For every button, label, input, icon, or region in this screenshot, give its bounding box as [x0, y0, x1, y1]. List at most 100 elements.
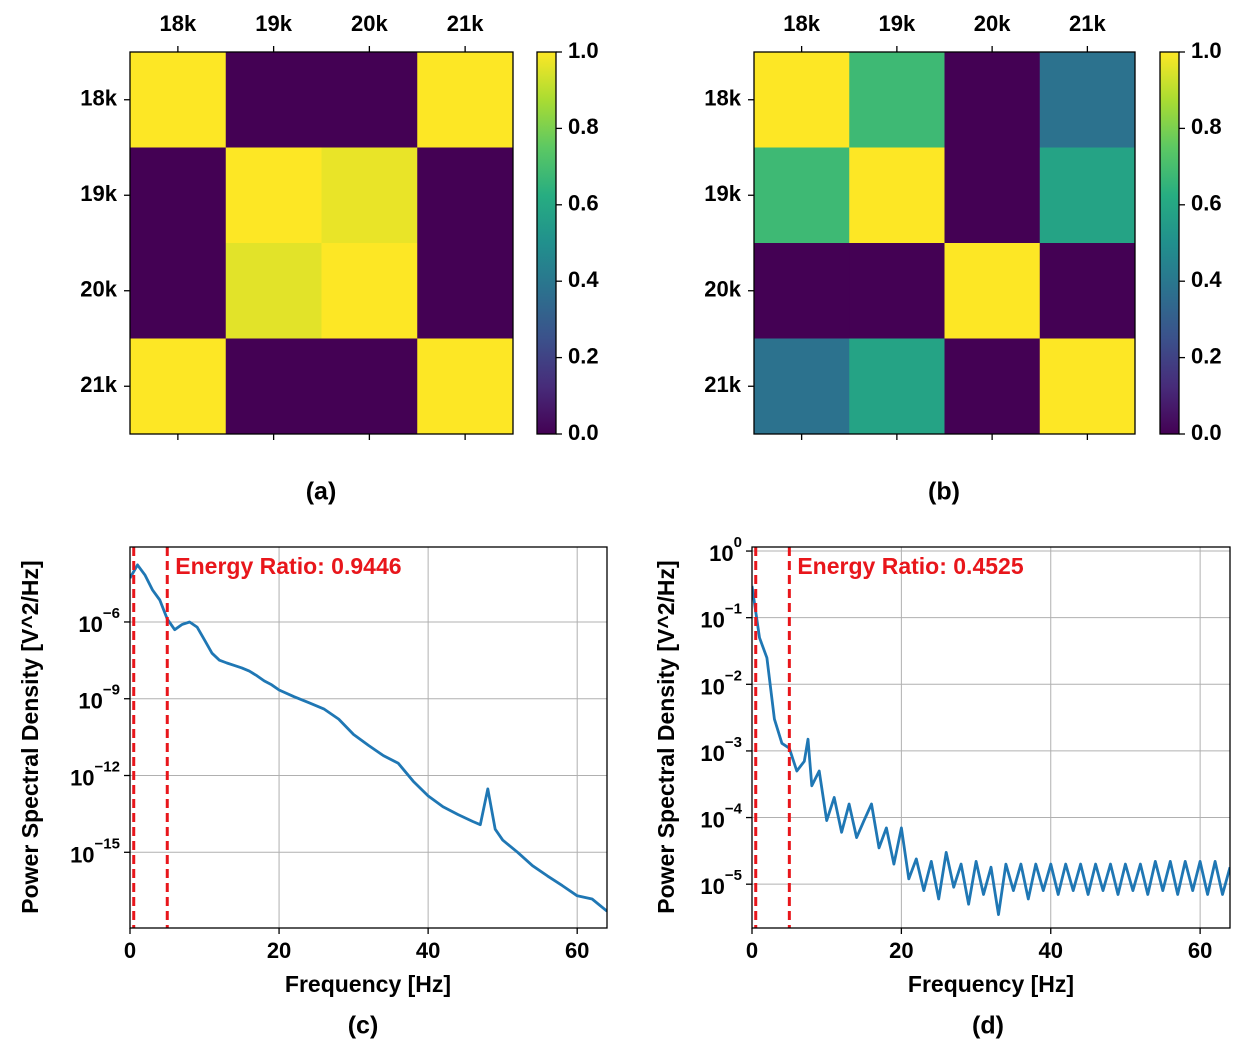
x-axis-label: Frequency [Hz]	[285, 971, 451, 997]
annotation: Energy Ratio: 0.4525	[797, 553, 1023, 579]
x-tick-label: 60	[565, 938, 589, 963]
colorbar-tick-label: 0.0	[1191, 420, 1222, 445]
heatmap-cell	[225, 52, 322, 148]
heatmap-cell	[849, 338, 945, 435]
colorbar-tick-label: 0.4	[568, 267, 599, 292]
heatmap-cell	[1039, 147, 1136, 244]
heatmap-cell	[417, 52, 514, 148]
heatmap-cell	[321, 243, 418, 339]
heatmap-cell	[417, 243, 514, 339]
y-tick-label: 21k	[704, 372, 741, 397]
y-tick-base: 10	[700, 674, 724, 699]
y-tick-label: 20k	[704, 277, 741, 302]
x-tick-label: 0	[746, 938, 758, 963]
x-tick-label: 60	[1188, 938, 1212, 963]
y-tick-label: 10−15	[70, 835, 120, 867]
x-tick-label: 21k	[447, 11, 484, 36]
x-tick-label: 20	[889, 938, 913, 963]
heatmap-cell	[321, 338, 418, 435]
colorbar-tick-label: 0.2	[568, 343, 599, 368]
colorbar-tick-label: 0.2	[1191, 343, 1222, 368]
y-tick-exponent: −3	[725, 734, 742, 751]
x-tick-label: 20k	[351, 11, 388, 36]
heatmap-cell	[1039, 243, 1136, 339]
y-tick-label: 10−2	[700, 667, 742, 699]
heatmap-cell	[849, 243, 945, 339]
colorbar	[536, 51, 557, 435]
y-tick-exponent: −1	[725, 601, 742, 618]
y-axis-label: Power Spectral Density [V^2/Hz]	[653, 560, 679, 913]
y-tick-base: 10	[700, 741, 724, 766]
subplot-caption: (b)	[928, 478, 960, 506]
x-tick-label: 18k	[783, 11, 820, 36]
colorbar-tick-label: 0.6	[1191, 191, 1222, 216]
y-tick-label: 19k	[704, 181, 741, 206]
colorbar-tick-label: 1.0	[1191, 38, 1222, 63]
y-tick-label: 21k	[80, 372, 117, 397]
y-tick-label: 10−3	[700, 734, 742, 766]
heatmap-cell	[321, 147, 418, 244]
heatmap-cell	[130, 243, 227, 339]
heatmap-cell	[321, 52, 418, 148]
y-tick-base: 10	[70, 765, 94, 790]
y-tick-base: 10	[70, 842, 94, 867]
colorbar-tick-label: 0.4	[1191, 267, 1222, 292]
x-axis-label: Frequency [Hz]	[908, 971, 1074, 997]
subplot-caption: (d)	[972, 1012, 1004, 1040]
y-tick-label: 10−1	[700, 601, 742, 633]
plot-frame	[129, 546, 608, 929]
series-line	[130, 563, 607, 913]
y-tick-exponent: −6	[103, 605, 120, 622]
heatmap-cell	[944, 338, 1041, 435]
colorbar-tick-label: 0.8	[1191, 114, 1222, 139]
colorbar-tick-label: 0.0	[568, 420, 599, 445]
heatmap-cell	[417, 147, 514, 244]
heatmap-cell	[225, 338, 322, 435]
heatmap-cell	[1039, 52, 1136, 148]
y-tick-exponent: −12	[95, 758, 120, 775]
y-tick-label: 10−12	[70, 758, 120, 790]
y-tick-exponent: −4	[725, 801, 743, 818]
x-tick-label: 19k	[879, 11, 916, 36]
y-tick-base: 10	[700, 874, 724, 899]
annotation: Energy Ratio: 0.9446	[175, 553, 401, 579]
colorbar-tick-label: 0.8	[568, 114, 599, 139]
y-tick-label: 10−5	[700, 867, 742, 899]
x-tick-label: 40	[416, 938, 440, 963]
heatmap-cell	[849, 147, 945, 244]
x-tick-label: 20	[267, 938, 291, 963]
x-tick-label: 21k	[1069, 11, 1106, 36]
y-tick-label: 18k	[80, 86, 117, 111]
heatmap-cell	[754, 147, 850, 244]
heatmap-cell	[130, 147, 227, 244]
plot-frame	[753, 51, 1136, 435]
subplot-caption: (c)	[348, 1012, 379, 1040]
heatmap-cell	[130, 52, 227, 148]
y-tick-label: 20k	[80, 277, 117, 302]
x-tick-label: 20k	[974, 11, 1011, 36]
y-tick-exponent: −5	[725, 867, 742, 884]
y-tick-label: 10−9	[78, 682, 120, 714]
subplot-caption: (a)	[306, 478, 337, 506]
y-tick-exponent: 0	[734, 534, 742, 551]
x-tick-label: 19k	[255, 11, 292, 36]
plot-frame	[129, 51, 514, 435]
heatmap-cell	[849, 52, 945, 148]
y-tick-exponent: −9	[103, 682, 120, 699]
heatmap-cell	[225, 243, 322, 339]
heatmap-cell	[754, 52, 850, 148]
x-tick-label: 40	[1039, 938, 1063, 963]
heatmap-cell	[225, 147, 322, 244]
heatmap-cell	[417, 338, 514, 435]
heatmap-cell	[754, 338, 850, 435]
colorbar-tick-label: 1.0	[568, 38, 599, 63]
y-tick-exponent: −2	[725, 667, 742, 684]
heatmap-cell	[1039, 338, 1136, 435]
y-tick-base: 10	[709, 541, 733, 566]
heatmap-cell	[130, 338, 227, 435]
y-tick-label: 18k	[704, 86, 741, 111]
heatmap-cell	[944, 243, 1041, 339]
y-tick-base: 10	[78, 689, 102, 714]
heatmap-cell	[754, 243, 850, 339]
